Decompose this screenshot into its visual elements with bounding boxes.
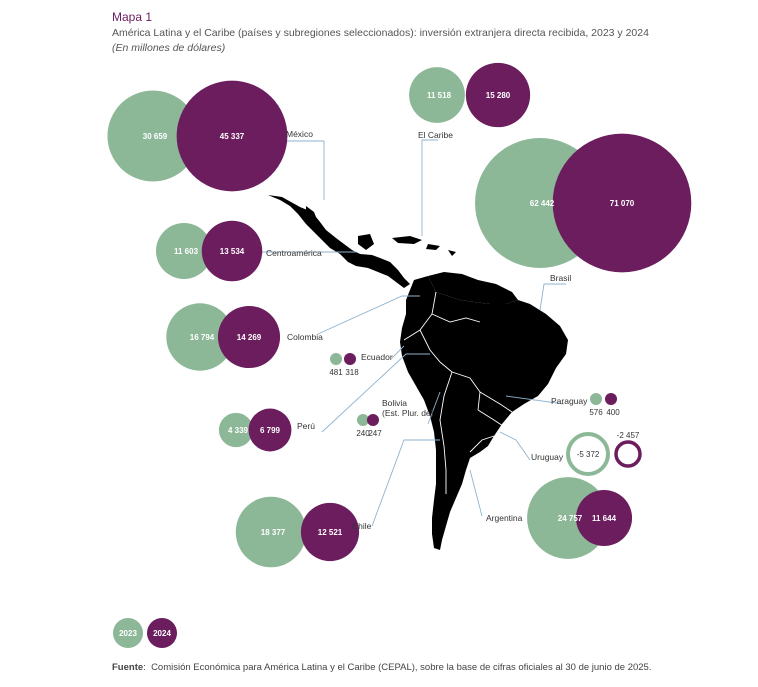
label-peru: Perú	[297, 421, 315, 431]
source-text: Comisión Económica para América Latina y…	[151, 662, 652, 673]
leaders	[262, 139, 566, 527]
source-colon: :	[143, 662, 152, 673]
leader-bolivia	[427, 391, 441, 425]
bubble-el-caribe-2024	[465, 62, 531, 128]
value-brasil-2024: 71 070	[610, 199, 635, 208]
value-colombia-2023: 16 794	[190, 333, 215, 342]
bubble-argentina-2024	[575, 489, 633, 547]
bubble-chile-2023	[235, 496, 307, 568]
value-bolivia-est-plur-de-2023: 240	[356, 429, 370, 438]
legend: 2023 2024	[113, 618, 177, 648]
value-argentina-2024: 11 644	[592, 514, 617, 523]
bubble-colombia-2024	[217, 305, 281, 369]
leader-chile	[371, 439, 440, 527]
leader-ecuador	[391, 345, 405, 359]
land-venezuela-guianas	[428, 272, 518, 304]
source-note: Fuente: Comisión Económica para América …	[112, 662, 651, 673]
bubble-peru-2023	[218, 412, 254, 448]
bubble-bolivia-est-plur-de-2023	[357, 414, 369, 426]
leader-peru	[321, 353, 430, 433]
value-el-caribe-2023: 11 518	[427, 91, 452, 100]
bubbles-layer: 30 659 45 337 11 518 15 280 62 442 71 070 11 6…	[107, 62, 692, 568]
label-chile: Chile	[352, 521, 372, 531]
value-paraguay-2024: 400	[606, 408, 620, 417]
bubble-el-caribe-2023	[409, 67, 465, 123]
bubble-uruguay-2024	[614, 440, 642, 468]
bubble-paraguay-2024	[605, 393, 617, 405]
label-centroamerica: Centroamérica	[266, 248, 322, 258]
value-chile-2024: 12 521	[318, 528, 343, 537]
leader-mexico	[282, 140, 325, 200]
bubble-chile-2024	[300, 502, 360, 562]
label-bolivia-line2: (Est. Plur. de)	[382, 408, 434, 418]
label-brasil: Brasil	[550, 273, 571, 283]
label-caribe: El Caribe	[418, 130, 453, 140]
legend-2023-label: 2023	[119, 629, 137, 638]
leader-caribe	[421, 139, 438, 236]
value-ecuador-2023: 481	[329, 368, 343, 377]
land-south-america	[400, 276, 568, 550]
bubble-ecuador-2024	[344, 353, 356, 365]
map-title: Mapa 1	[112, 10, 153, 24]
land-mexico-centralamerica	[268, 195, 410, 288]
map-subtitle: América Latina y el Caribe (países y sub…	[112, 27, 649, 39]
value-mexico-2023: 30 659	[143, 132, 168, 141]
bubble-mexico-2023	[107, 90, 199, 182]
border-lines	[403, 291, 513, 494]
value-uruguay-2024: -2 457	[617, 431, 640, 440]
value-paraguay-2023: 576	[589, 408, 603, 417]
bubble-uruguay-2023	[566, 432, 610, 476]
legend-2023-swatch	[113, 618, 143, 648]
value-brasil-2023: 62 442	[530, 199, 555, 208]
leader-argentina	[469, 469, 483, 517]
value-peru-2023: 4 339	[228, 426, 249, 435]
label-mexico: México	[286, 129, 313, 139]
label-bolivia-line1: Bolivia	[382, 398, 407, 408]
bubble-brasil-2024	[552, 133, 692, 273]
bubble-ecuador-2023	[330, 353, 342, 365]
value-centroamerica-2024: 13 534	[220, 247, 245, 256]
value-colombia-2024: 14 269	[237, 333, 262, 342]
leader-brasil	[539, 283, 566, 311]
bubble-colombia-2023	[166, 303, 234, 371]
value-mexico-2024: 45 337	[220, 132, 245, 141]
value-uruguay-2023: -5 372	[577, 450, 600, 459]
leader-paraguay	[505, 395, 565, 405]
leader-colombia	[317, 295, 420, 335]
bubble-bolivia-est-plur-de-2024	[367, 414, 379, 426]
label-colombia: Colombia	[287, 332, 323, 342]
map-units: (En millones de dólares)	[112, 42, 226, 54]
value-centroamerica-2023: 11 603	[174, 247, 199, 256]
label-paraguay: Paraguay	[551, 396, 588, 406]
land-group	[268, 195, 568, 550]
legend-2024-label: 2024	[153, 629, 171, 638]
value-ecuador-2024: 318	[345, 368, 359, 377]
label-ecuador: Ecuador	[361, 352, 393, 362]
value-chile-2023: 18 377	[261, 528, 286, 537]
land-caribbean	[392, 236, 456, 256]
value-peru-2024: 6 799	[260, 426, 281, 435]
label-uruguay: Uruguay	[531, 452, 564, 462]
source-label: Fuente	[112, 662, 144, 673]
leader-uruguay	[499, 431, 531, 461]
value-el-caribe-2024: 15 280	[486, 91, 511, 100]
legend-2024-swatch	[147, 618, 177, 648]
value-argentina-2023: 24 757	[558, 514, 583, 523]
value-bolivia-est-plur-de-2024: 247	[368, 429, 382, 438]
bubble-mexico-2024	[176, 80, 288, 192]
bubble-centroamerica-2024	[201, 220, 263, 282]
bubble-centroamerica-2023	[155, 222, 213, 280]
region-labels: México El Caribe Brasil Centroamérica Co…	[266, 129, 588, 531]
borders	[403, 291, 513, 494]
label-argentina: Argentina	[486, 513, 523, 523]
bubble-paraguay-2023	[590, 393, 602, 405]
bubble-peru-2024	[248, 408, 292, 452]
